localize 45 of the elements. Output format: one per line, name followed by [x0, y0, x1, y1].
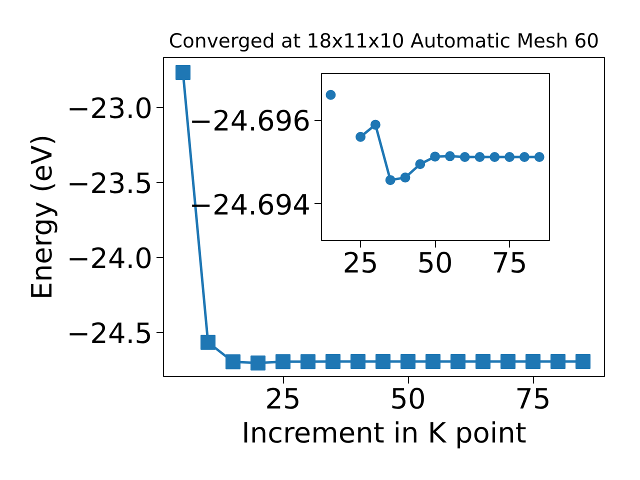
- x-tick-label: 25: [265, 382, 301, 416]
- point: [450, 354, 466, 370]
- x-axis-title: Increment in K point: [242, 416, 526, 450]
- y-tick-label: −23.0: [66, 92, 153, 125]
- point: [350, 354, 366, 370]
- y-tick-label: −24.0: [66, 242, 153, 275]
- point: [426, 354, 440, 370]
- point: [504, 152, 515, 162]
- point: [526, 354, 540, 370]
- point: [326, 354, 340, 370]
- point: [200, 334, 216, 350]
- x-tick-label: 25: [342, 246, 378, 280]
- chart-title: Converged at 18x11x10 Automatic Mesh 60: [168, 30, 600, 52]
- x-tick-label: 50: [417, 246, 453, 280]
- point: [550, 354, 566, 370]
- point: [444, 151, 455, 162]
- point: [460, 152, 470, 162]
- point: [500, 354, 516, 370]
- point: [250, 356, 266, 371]
- point: [370, 120, 380, 130]
- x-tick-label: 75: [515, 382, 551, 416]
- y-tick-label: −23.5: [66, 166, 153, 200]
- point: [376, 354, 390, 370]
- point: [474, 152, 485, 162]
- point: [400, 354, 416, 370]
- y-tick-label: −24.696: [189, 104, 311, 138]
- point: [385, 175, 396, 186]
- y-tick-label: −24.5: [66, 316, 153, 350]
- point: [534, 152, 544, 162]
- point: [490, 152, 500, 162]
- y-axis-title: Energy (eV): [26, 134, 59, 300]
- point: [430, 152, 440, 162]
- point: [400, 172, 410, 183]
- point: [576, 354, 590, 370]
- x-tick-label: 75: [492, 246, 528, 280]
- point: [326, 90, 336, 100]
- point: [519, 152, 530, 162]
- point: [356, 132, 366, 142]
- point: [276, 354, 290, 370]
- point: [226, 354, 240, 370]
- point: [300, 354, 316, 370]
- point: [476, 354, 490, 370]
- point: [415, 159, 426, 170]
- x-tick-label: 50: [390, 382, 426, 416]
- point: [176, 64, 190, 80]
